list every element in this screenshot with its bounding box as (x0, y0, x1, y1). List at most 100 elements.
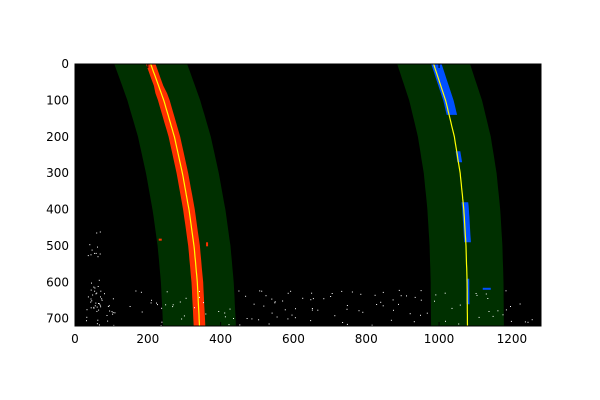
noise-pixel (487, 298, 489, 299)
x-tick-label: 600 (282, 332, 305, 346)
left-search-window (114, 64, 236, 326)
noise-pixel (444, 292, 446, 294)
x-axis: 0 200 400 600 800 1000 1200 (71, 64, 527, 346)
noise-pixel (259, 290, 261, 292)
noise-pixel (488, 311, 490, 312)
noise-pixel (107, 320, 109, 322)
noise-pixel (107, 306, 109, 307)
noise-pixel (246, 318, 248, 319)
noise-pixel (99, 231, 101, 233)
noise-pixel (362, 311, 364, 313)
noise-pixel (90, 298, 92, 300)
noise-pixel (284, 309, 286, 311)
right-fit-line (433, 64, 469, 326)
noise-pixel (150, 302, 152, 304)
noise-pixel (199, 296, 200, 298)
noise-pixel (271, 298, 273, 300)
noise-pixel (90, 254, 92, 256)
noise-pixel (90, 289, 92, 291)
noise-pixel (323, 298, 325, 300)
noise-pixel (458, 323, 460, 325)
noise-pixel (114, 312, 116, 314)
right-lane-pixel-cluster (482, 287, 491, 290)
y-tick-label: 200 (46, 130, 69, 144)
y-tick-label: 700 (46, 312, 69, 326)
noise-pixel (87, 296, 89, 298)
noise-pixel (99, 304, 101, 306)
noise-pixel (112, 298, 114, 300)
noise-pixel (312, 298, 314, 300)
noise-pixel (360, 293, 362, 295)
noise-pixel (165, 304, 167, 306)
noise-pixel (374, 294, 376, 296)
noise-pixel (140, 291, 142, 293)
noise-pixel (510, 320, 512, 322)
noise-pixel (100, 296, 101, 298)
noise-pixel (156, 302, 157, 304)
noise-pixel (294, 317, 296, 319)
noise-pixel (98, 303, 99, 304)
noise-pixel (291, 314, 293, 316)
noise-pixel (96, 306, 98, 308)
noise-pixel (420, 299, 422, 301)
noise-pixel (451, 307, 453, 309)
noise-pixel (527, 321, 529, 323)
noise-pixel (276, 316, 278, 318)
x-tick-label: 1200 (497, 332, 528, 346)
noise-pixel (183, 315, 185, 317)
noise-pixel (390, 319, 392, 321)
noise-pixel (101, 299, 103, 301)
noise-pixel (205, 313, 207, 315)
noise-pixel (172, 304, 174, 306)
noise-pixel (233, 318, 234, 319)
noise-pixel (96, 232, 98, 234)
noise-pixel (392, 299, 394, 301)
noise-pixel (94, 305, 96, 307)
noise-pixel (311, 309, 313, 311)
y-tick-label: 300 (46, 166, 69, 180)
right-search-window (397, 64, 504, 326)
noise-pixel (166, 291, 168, 293)
noise-pixel (382, 305, 384, 307)
noise-pixel (91, 282, 92, 284)
noise-pixel (393, 309, 394, 311)
left-lane-pixels (146, 64, 206, 326)
noise-pixel (112, 312, 114, 314)
noise-pixel (93, 286, 95, 288)
noise-pixel (478, 316, 480, 318)
noise-pixel (251, 318, 253, 320)
noise-pixel (89, 244, 91, 246)
noise-pixel (135, 290, 137, 292)
noise-pixel (531, 319, 533, 321)
noise-pixel (406, 295, 407, 297)
noise-pixel (90, 301, 92, 303)
noise-pixel (502, 314, 504, 316)
noise-pixel (91, 300, 93, 302)
noise-pixel (92, 294, 94, 296)
noise-pixel (101, 298, 103, 300)
noise-pixel (346, 305, 348, 306)
noise-pixel (96, 323, 98, 325)
noise-pixel (346, 308, 348, 310)
noise-pixel (98, 279, 100, 281)
noise-pixel (371, 324, 373, 326)
noise-pixel (229, 308, 231, 310)
noise-pixel (258, 319, 260, 321)
noise-pixel (199, 291, 200, 292)
y-tick-label: 500 (46, 239, 69, 253)
noise-pixel (400, 295, 402, 297)
noise-pixel (86, 320, 87, 322)
noise-pixel (97, 256, 99, 258)
noise-pixel (510, 306, 511, 307)
noise-pixel (497, 310, 499, 312)
noise-pixel (426, 312, 428, 314)
noise-pixel (106, 315, 108, 316)
noise-pixel (330, 296, 332, 297)
noise-pixel (96, 292, 98, 294)
noise-pixel (287, 318, 289, 320)
noise-pixel (287, 292, 289, 294)
noise-pixel (265, 295, 267, 297)
noise-pixel (95, 293, 97, 295)
noise-pixel (341, 290, 343, 292)
y-tick-label: 100 (46, 93, 69, 107)
